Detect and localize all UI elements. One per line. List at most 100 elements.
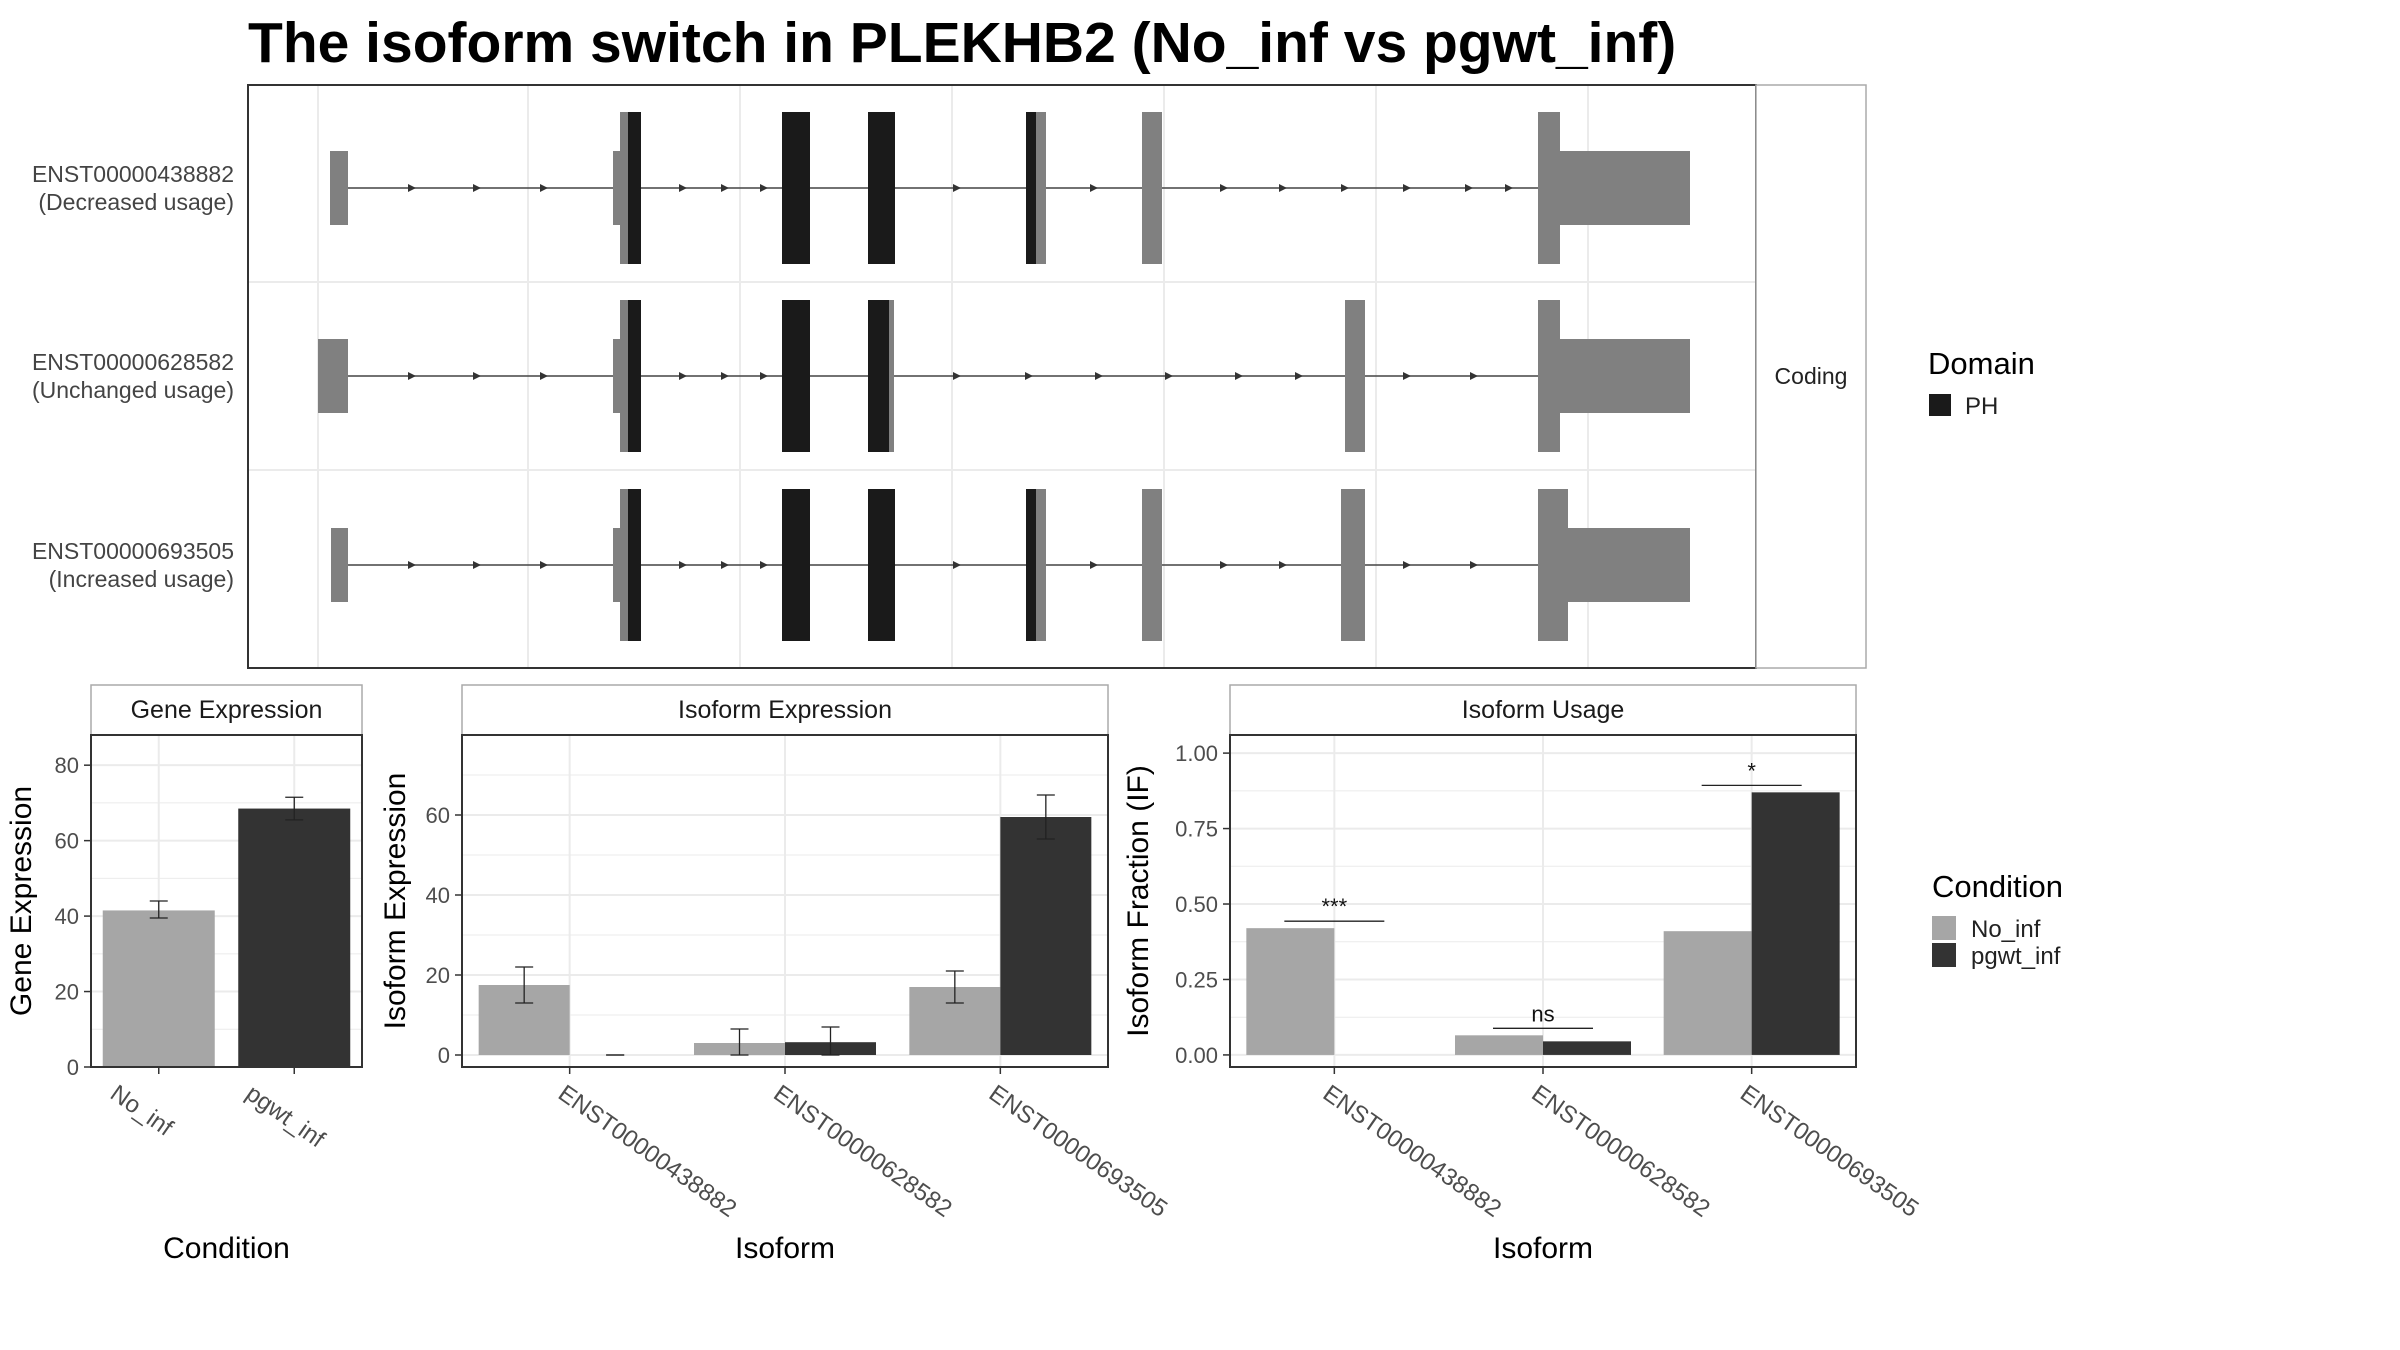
exon-block xyxy=(1560,151,1690,225)
condition-legend-label: No_inf xyxy=(1971,916,2041,943)
significance-label: ns xyxy=(1531,1001,1554,1026)
ph-domain-exon xyxy=(868,300,890,452)
domain-legend-swatch xyxy=(1929,394,1951,416)
intron-direction-arrow xyxy=(1095,372,1103,380)
intron-direction-arrow xyxy=(953,561,961,569)
transcript-usage-label: (Increased usage) xyxy=(49,566,234,592)
intron-direction-arrow xyxy=(953,184,961,192)
isoform-structure-panel: ENST00000438882(Decreased usage) ENST0000… xyxy=(32,84,1867,669)
panel-strip-title: Gene Expression xyxy=(131,696,323,724)
y-tick-label: 0 xyxy=(438,1043,450,1068)
bar xyxy=(1663,931,1752,1055)
intron-direction-arrow xyxy=(1470,561,1478,569)
ph-domain-exon xyxy=(782,112,810,264)
x-tick-label: ENST00000693505 xyxy=(984,1080,1172,1223)
exon-block xyxy=(1538,489,1568,641)
intron-direction-arrow xyxy=(473,372,481,380)
y-tick-label: 80 xyxy=(55,753,79,778)
x-tick-label: ENST00000693505 xyxy=(1735,1080,1923,1223)
transcript-usage-label: (Decreased usage) xyxy=(38,189,234,215)
significance-label: * xyxy=(1747,758,1756,783)
condition-legend-label: pgwt_inf xyxy=(1971,943,2061,970)
intron-direction-arrow xyxy=(540,372,548,380)
y-tick-label: 60 xyxy=(426,803,450,828)
domain-legend-label: PH xyxy=(1965,393,1998,420)
intron-direction-arrow xyxy=(679,184,687,192)
exon-block xyxy=(1142,112,1162,264)
intron-direction-arrow xyxy=(679,372,687,380)
ph-domain-exon xyxy=(1026,489,1036,641)
intron-direction-arrow xyxy=(473,561,481,569)
y-tick-label: 60 xyxy=(55,829,79,854)
y-tick-label: 0.50 xyxy=(1175,892,1218,917)
exon-block xyxy=(620,112,630,264)
intron-direction-arrow xyxy=(1403,184,1411,192)
intron-direction-arrow xyxy=(1025,372,1033,380)
condition-legend-swatch xyxy=(1932,943,1956,967)
intron-direction-arrow xyxy=(1403,372,1411,380)
page-title: The isoform switch in PLEKHB2 (No_inf vs… xyxy=(248,11,1677,75)
exon-block xyxy=(1538,300,1560,452)
intron-direction-arrow xyxy=(1341,184,1349,192)
y-axis-title: Isoform Expression xyxy=(379,773,412,1030)
transcript-id-label: ENST00000628582 xyxy=(32,349,234,375)
transcript-id-label: ENST00000693505 xyxy=(32,538,234,564)
intron-direction-arrow xyxy=(408,184,416,192)
intron-direction-arrow xyxy=(1279,184,1287,192)
exon-block xyxy=(1538,112,1560,264)
y-tick-label: 40 xyxy=(55,904,79,929)
x-tick-label: No_inf xyxy=(105,1080,178,1142)
intron-direction-arrow xyxy=(1090,561,1098,569)
intron-direction-arrow xyxy=(1220,561,1228,569)
coding-strip xyxy=(1755,84,1867,669)
intron-direction-arrow xyxy=(473,184,481,192)
x-tick-label: ENST00000628582 xyxy=(1527,1080,1715,1223)
isoform-expression-chart: Isoform Expression 0 20 40 60 ENST00000438882… xyxy=(379,684,1172,1265)
bar xyxy=(1000,817,1092,1055)
intron-direction-arrow xyxy=(760,184,768,192)
y-tick-label: 0.75 xyxy=(1175,817,1218,842)
ph-domain-exon xyxy=(868,489,895,641)
x-tick-label: ENST00000438882 xyxy=(1318,1080,1506,1223)
transcript-id-label: ENST00000438882 xyxy=(32,161,234,187)
exon-block xyxy=(613,528,622,602)
panel-strip xyxy=(1229,684,1857,736)
intron-direction-arrow xyxy=(760,561,768,569)
ph-domain-exon xyxy=(782,489,810,641)
bar xyxy=(238,808,351,1067)
ph-domain-exon xyxy=(628,489,641,641)
x-axis-title: Condition xyxy=(163,1232,290,1265)
exon-block xyxy=(318,339,348,413)
bar xyxy=(1543,1041,1631,1055)
exon-block xyxy=(620,300,630,452)
intron-direction-arrow xyxy=(1090,184,1098,192)
intron-direction-arrow xyxy=(408,372,416,380)
x-axis-title: Isoform xyxy=(1493,1232,1593,1265)
y-tick-label: 0 xyxy=(67,1055,79,1080)
intron-direction-arrow xyxy=(1470,372,1478,380)
bar xyxy=(1455,1035,1543,1055)
exon-block xyxy=(889,300,894,452)
intron-direction-arrow xyxy=(1165,372,1173,380)
intron-direction-arrow xyxy=(1235,372,1243,380)
exon-block xyxy=(1036,489,1046,641)
significance-label: *** xyxy=(1321,894,1347,919)
intron-direction-arrow xyxy=(1505,184,1513,192)
intron-direction-arrow xyxy=(540,561,548,569)
intron-direction-arrow xyxy=(953,372,961,380)
intron-direction-arrow xyxy=(408,561,416,569)
panel-border xyxy=(90,734,363,1068)
condition-legend-title: Condition xyxy=(1932,869,2063,904)
intron-direction-arrow xyxy=(1220,184,1228,192)
ph-domain-exon xyxy=(868,112,895,264)
exon-block xyxy=(1345,300,1365,452)
transcript-usage-label: (Unchanged usage) xyxy=(32,377,234,403)
y-tick-label: 20 xyxy=(55,980,79,1005)
intron-direction-arrow xyxy=(721,372,729,380)
panel-strip-title: Isoform Usage xyxy=(1462,696,1625,724)
intron-direction-arrow xyxy=(1295,372,1303,380)
intron-direction-arrow xyxy=(721,184,729,192)
intron-direction-arrow xyxy=(721,561,729,569)
